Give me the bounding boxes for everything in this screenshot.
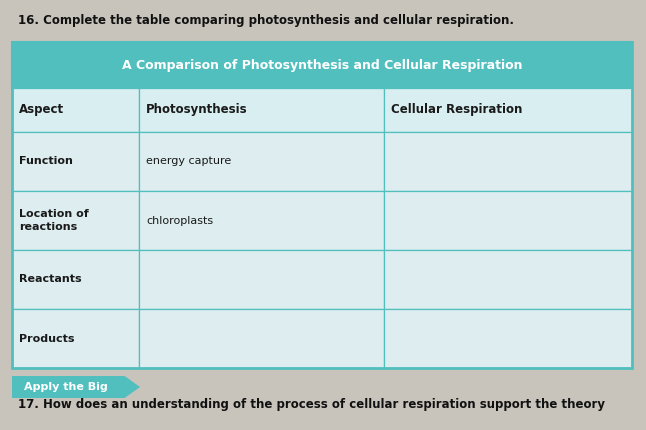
Bar [384, 132, 632, 191]
Bar [12, 309, 139, 368]
Bar [384, 191, 632, 250]
Bar [12, 42, 632, 368]
Bar [12, 132, 139, 191]
Text: Cellular Respiration: Cellular Respiration [391, 104, 523, 117]
Bar [12, 191, 139, 250]
Text: Photosynthesis: Photosynthesis [146, 104, 247, 117]
Bar [139, 250, 384, 309]
Bar [139, 309, 384, 368]
Text: 16. Complete the table comparing photosynthesis and cellular respiration.: 16. Complete the table comparing photosy… [18, 14, 514, 27]
Bar [384, 250, 632, 309]
Text: 17. How does an understanding of the process of cellular respiration support the: 17. How does an understanding of the pro… [18, 398, 605, 411]
Bar [384, 88, 632, 132]
Text: Location of
reactions: Location of reactions [19, 209, 89, 232]
Polygon shape [12, 376, 140, 398]
Text: Products: Products [19, 334, 74, 344]
Bar [12, 250, 139, 309]
Bar [139, 191, 384, 250]
Text: A Comparison of Photosynthesis and Cellular Respiration: A Comparison of Photosynthesis and Cellu… [121, 58, 522, 71]
Bar [12, 42, 632, 88]
Text: Reactants: Reactants [19, 274, 81, 285]
Text: energy capture: energy capture [146, 157, 231, 166]
Bar [384, 309, 632, 368]
Bar [12, 88, 139, 132]
Text: Apply the Big: Apply the Big [24, 382, 108, 392]
Bar [139, 88, 384, 132]
Text: chloroplasts: chloroplasts [146, 215, 213, 225]
Text: Aspect: Aspect [19, 104, 64, 117]
Text: Function: Function [19, 157, 73, 166]
Bar [139, 132, 384, 191]
